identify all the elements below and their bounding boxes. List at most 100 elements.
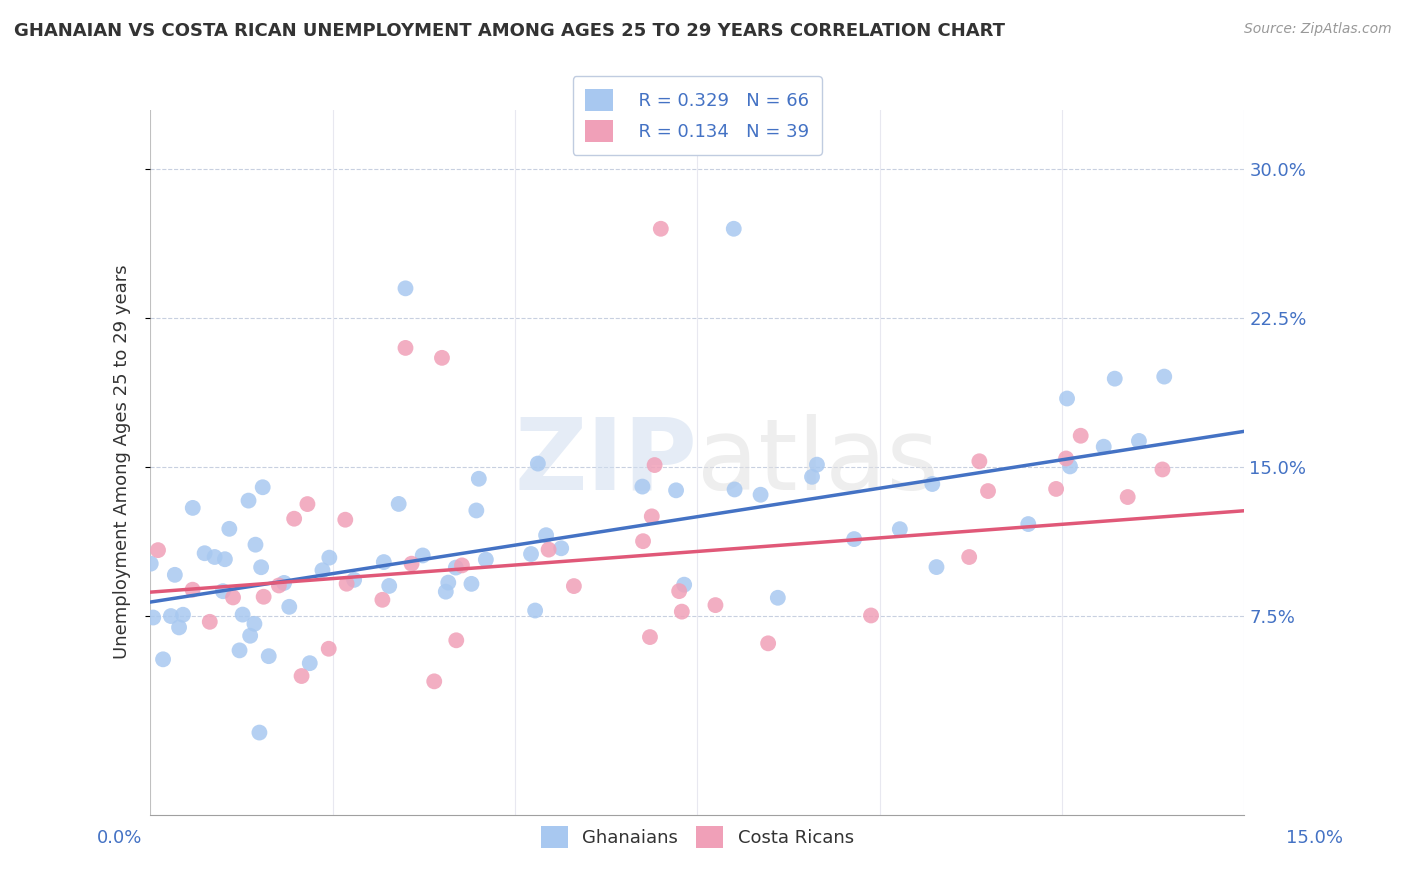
Point — [163, 567, 186, 582]
Point — [1152, 462, 1174, 476]
Point — [257, 649, 280, 664]
Point — [1070, 429, 1092, 443]
Point — [644, 458, 666, 472]
Point — [723, 221, 745, 235]
Point — [537, 542, 560, 557]
Point — [1104, 372, 1126, 386]
Point — [650, 221, 672, 235]
Point — [1056, 392, 1078, 406]
Point — [181, 500, 204, 515]
Point — [673, 577, 696, 591]
Point — [520, 547, 543, 561]
Point — [925, 560, 948, 574]
Point — [631, 534, 654, 549]
Text: ZIP: ZIP — [515, 414, 697, 510]
Point — [1092, 440, 1115, 454]
Point — [889, 522, 911, 536]
Point — [1054, 451, 1077, 466]
Point — [335, 513, 357, 527]
Point — [146, 543, 169, 558]
Point — [460, 577, 482, 591]
Point — [218, 522, 240, 536]
Point — [283, 512, 305, 526]
Point — [524, 603, 547, 617]
Point — [801, 470, 824, 484]
Point — [394, 281, 416, 295]
Point — [668, 584, 690, 599]
Point — [527, 457, 550, 471]
Point — [977, 484, 1000, 499]
Point — [723, 483, 745, 497]
Point — [423, 674, 446, 689]
Point — [198, 615, 221, 629]
Point — [290, 669, 312, 683]
Y-axis label: Unemployment Among Ages 25 to 29 years: Unemployment Among Ages 25 to 29 years — [114, 265, 131, 659]
Point — [437, 575, 460, 590]
Point — [444, 560, 467, 574]
Text: GHANAIAN VS COSTA RICAN UNEMPLOYMENT AMONG AGES 25 TO 29 YEARS CORRELATION CHART: GHANAIAN VS COSTA RICAN UNEMPLOYMENT AMO… — [14, 22, 1005, 40]
Point — [921, 477, 943, 491]
Point — [1017, 517, 1039, 532]
Point — [451, 558, 474, 573]
Point — [253, 590, 276, 604]
Point — [249, 725, 271, 739]
Point — [756, 636, 779, 650]
Point — [311, 563, 333, 577]
Point — [298, 656, 321, 670]
Point — [212, 584, 235, 599]
Point — [969, 454, 991, 468]
Point — [749, 488, 772, 502]
Point — [562, 579, 585, 593]
Point — [243, 616, 266, 631]
Point — [172, 607, 194, 622]
Point — [228, 643, 250, 657]
Point — [860, 608, 883, 623]
Point — [273, 575, 295, 590]
Point — [957, 549, 980, 564]
Point — [181, 582, 204, 597]
Point — [278, 599, 301, 614]
Point — [631, 480, 654, 494]
Point — [766, 591, 789, 605]
Point — [160, 609, 183, 624]
Text: atlas: atlas — [697, 414, 939, 510]
Point — [1045, 482, 1067, 496]
Point — [806, 458, 828, 472]
Point — [250, 560, 273, 574]
Point — [238, 493, 260, 508]
Point — [232, 607, 254, 622]
Point — [430, 351, 453, 365]
Point — [373, 555, 395, 569]
Point — [1116, 490, 1139, 504]
Point — [1128, 434, 1150, 448]
Point — [318, 641, 340, 656]
Point — [475, 552, 498, 566]
Point — [194, 546, 217, 560]
Point — [152, 652, 174, 666]
Point — [641, 509, 664, 524]
Point — [267, 578, 290, 592]
Point — [222, 591, 245, 605]
Point — [378, 579, 401, 593]
Point — [638, 630, 661, 644]
Point — [214, 552, 236, 566]
Point — [465, 503, 488, 517]
Point — [297, 497, 319, 511]
Point — [446, 633, 468, 648]
Point — [401, 557, 423, 571]
Point — [550, 541, 572, 556]
Legend:   R = 0.329   N = 66,   R = 0.134   N = 39: R = 0.329 N = 66, R = 0.134 N = 39 — [572, 77, 821, 154]
Point — [204, 549, 226, 564]
Point — [1059, 459, 1081, 474]
Point — [239, 629, 262, 643]
Point — [412, 549, 434, 563]
Point — [142, 610, 165, 624]
Point — [343, 573, 366, 587]
Point — [394, 341, 416, 355]
Point — [252, 480, 274, 494]
Point — [388, 497, 411, 511]
Point — [245, 538, 267, 552]
Point — [468, 472, 491, 486]
Point — [371, 592, 394, 607]
Point — [844, 532, 866, 546]
